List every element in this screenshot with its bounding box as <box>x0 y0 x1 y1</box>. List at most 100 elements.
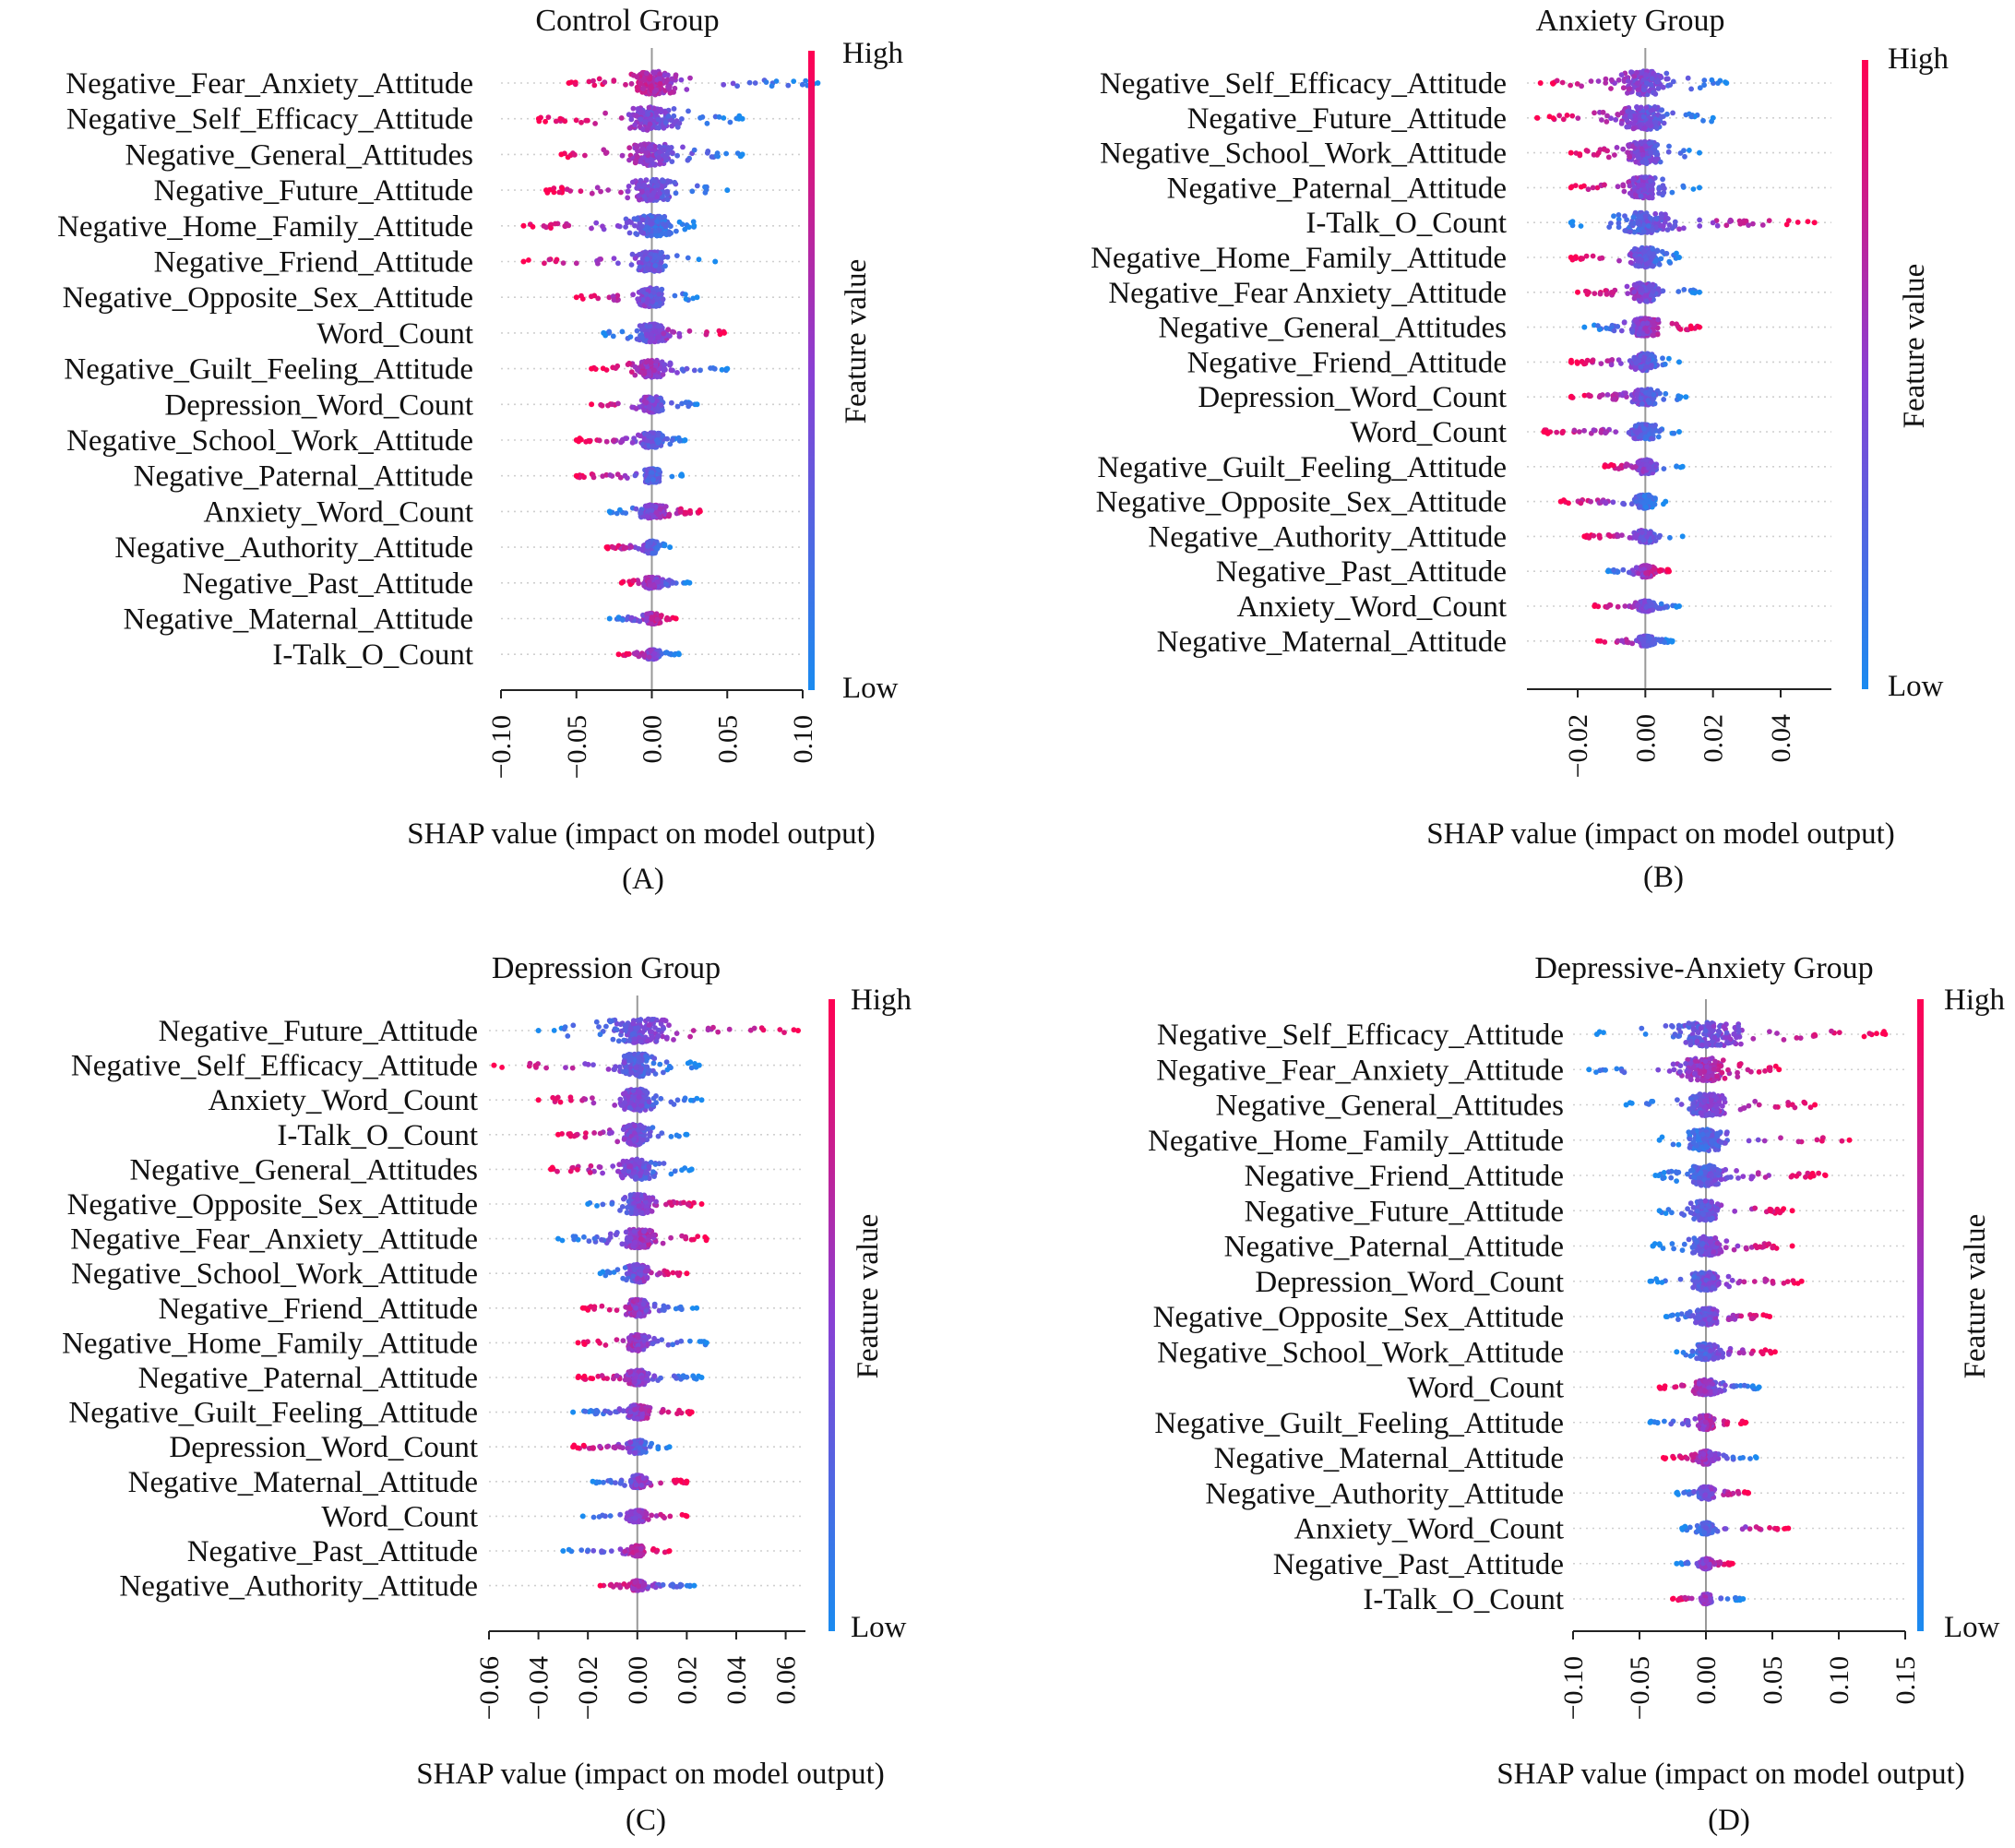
shap-point <box>654 616 661 623</box>
feature-label: Negative_School_Work_Attitude <box>66 424 473 458</box>
shap-point <box>542 260 547 267</box>
shap-point <box>694 183 700 189</box>
shap-point <box>641 182 648 188</box>
shap-point <box>664 197 671 203</box>
shap-point <box>615 651 622 658</box>
shap-point <box>644 503 650 509</box>
shap-point <box>648 232 654 239</box>
shap-point <box>669 159 675 165</box>
shap-point <box>589 401 595 408</box>
shap-point <box>650 477 657 483</box>
shap-point <box>632 650 638 657</box>
shap-point <box>643 250 649 256</box>
feature-points <box>535 104 745 133</box>
shap-point <box>545 114 552 120</box>
panel-caption: (A) <box>622 863 664 896</box>
shap-point <box>1537 80 1544 86</box>
shap-point <box>1626 142 1631 149</box>
shap-point <box>674 403 681 410</box>
shap-point <box>639 147 645 153</box>
shap-point <box>1620 85 1627 91</box>
shap-point <box>1685 75 1691 81</box>
shap-point <box>739 115 745 122</box>
shap-point <box>1622 228 1628 233</box>
shap-point <box>606 328 613 335</box>
shap-point <box>1608 362 1615 368</box>
shap-point <box>630 578 636 584</box>
shap-point <box>678 77 685 83</box>
shap-point <box>628 220 634 226</box>
feature-label: Negative_School_Work_Attitude <box>1100 137 1507 171</box>
shap-point <box>1635 87 1641 93</box>
shap-point <box>1652 257 1659 264</box>
shap-point <box>1614 145 1620 150</box>
shap-point <box>1571 427 1578 434</box>
shap-point <box>1697 324 1702 330</box>
shap-point <box>664 254 671 260</box>
shap-point <box>1644 351 1651 357</box>
shap-point <box>1676 396 1683 401</box>
shap-point <box>656 323 662 329</box>
shap-point <box>639 334 645 340</box>
shap-point <box>1591 427 1597 433</box>
shap-point <box>643 399 650 406</box>
shap-point <box>1611 328 1617 334</box>
shap-point <box>650 299 656 304</box>
shap-point <box>1583 253 1590 259</box>
shap-point <box>730 80 736 87</box>
shap-point <box>573 294 579 301</box>
shap-point <box>1627 183 1633 189</box>
shap-point <box>673 190 679 197</box>
shap-point <box>602 79 608 86</box>
shap-point <box>1650 332 1656 339</box>
shap-point <box>652 178 658 185</box>
shap-point <box>1586 290 1592 295</box>
shap-point <box>1710 114 1716 121</box>
shap-point <box>662 504 669 509</box>
shap-point <box>1680 183 1687 189</box>
feature-points <box>573 285 700 310</box>
shap-point <box>548 225 554 232</box>
shap-point <box>1709 77 1715 83</box>
shap-point <box>1657 427 1663 434</box>
shap-point <box>648 84 654 90</box>
shap-point <box>676 437 683 444</box>
shap-point <box>1636 358 1642 364</box>
feature-label: Negative_Future_Attitude <box>1187 102 1507 136</box>
shap-point <box>597 256 602 262</box>
feature-label: Word_Count <box>1350 416 1507 449</box>
shap-point <box>1640 87 1647 93</box>
feature-label: Negative_Past_Attitude <box>183 567 473 601</box>
shap-point <box>637 159 643 165</box>
shap-point <box>662 263 668 269</box>
feature-points <box>589 357 731 380</box>
shap-point <box>654 183 661 188</box>
shap-point <box>698 367 703 374</box>
shap-point <box>702 184 708 190</box>
shap-point <box>1559 79 1566 86</box>
shap-point <box>573 437 579 443</box>
shap-point <box>1766 218 1772 224</box>
shap-point <box>626 230 633 236</box>
shap-point <box>1632 252 1638 258</box>
shap-point <box>1644 320 1651 327</box>
shap-point <box>663 616 670 623</box>
shap-point <box>626 184 632 189</box>
shap-point <box>685 255 691 261</box>
shap-point <box>615 260 621 267</box>
shap-point <box>1639 159 1646 165</box>
shap-point <box>646 654 652 660</box>
feature-label: I-Talk_O_Count <box>1306 207 1507 240</box>
feature-points <box>1568 138 1702 167</box>
feature-label: Negative_Home_Family_Attitude <box>1091 242 1507 275</box>
shap-point <box>1598 361 1604 366</box>
shap-point <box>633 113 639 119</box>
shap-point <box>647 76 653 82</box>
shap-point <box>632 122 638 128</box>
shap-point <box>1658 256 1664 262</box>
shap-point <box>1634 69 1639 76</box>
shap-point <box>1603 430 1609 436</box>
shap-point <box>1626 124 1632 130</box>
shap-point <box>651 367 657 374</box>
shap-point <box>1650 107 1655 113</box>
